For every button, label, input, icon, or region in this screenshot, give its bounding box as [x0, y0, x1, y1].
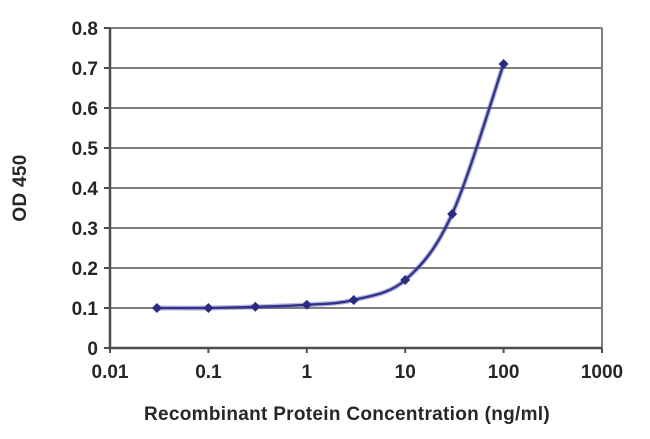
tick-marks-group [104, 27, 603, 353]
data-point-marker [203, 303, 214, 313]
y-axis-title: OD 450 [10, 154, 31, 221]
y-tick-label: 0.8 [72, 19, 98, 40]
x-tick-label: 0.1 [195, 362, 222, 383]
tick-labels-group: 0 0.1 0.2 0.3 0.4 0.5 0.6 0.7 0.8 0.01 0.1 1 10 100 10… [72, 19, 624, 383]
y-tick-label: 0 [87, 339, 98, 360]
y-tick-label: 0.2 [72, 259, 98, 280]
data-point-marker [447, 209, 458, 219]
data-point-marker [151, 303, 162, 313]
data-point-marker [250, 301, 261, 312]
data-point-marker [400, 275, 411, 285]
y-tick-label: 0.3 [72, 219, 98, 240]
x-tick-label: 10 [395, 362, 416, 383]
x-tick-label: 1 [302, 362, 313, 383]
x-tick-label: 1000 [581, 362, 623, 383]
y-tick-label: 0.4 [72, 179, 99, 200]
y-tick-label: 0.1 [72, 299, 99, 320]
x-tick-label: 100 [488, 362, 520, 383]
y-tick-label: 0.7 [72, 59, 98, 80]
gridlines-group [110, 27, 603, 348]
series-group [151, 59, 509, 313]
series-line [155, 62, 505, 310]
x-axis-title: Recombinant Protein Concentration (ng/ml… [144, 404, 550, 425]
x-tick-label: 0.01 [92, 362, 129, 383]
y-tick-label: 0.5 [72, 139, 99, 160]
data-point-marker [348, 295, 359, 305]
series-line-halo [154, 61, 507, 311]
data-point-marker [498, 59, 509, 69]
y-tick-label: 0.6 [72, 99, 98, 120]
data-point-marker [301, 299, 312, 310]
